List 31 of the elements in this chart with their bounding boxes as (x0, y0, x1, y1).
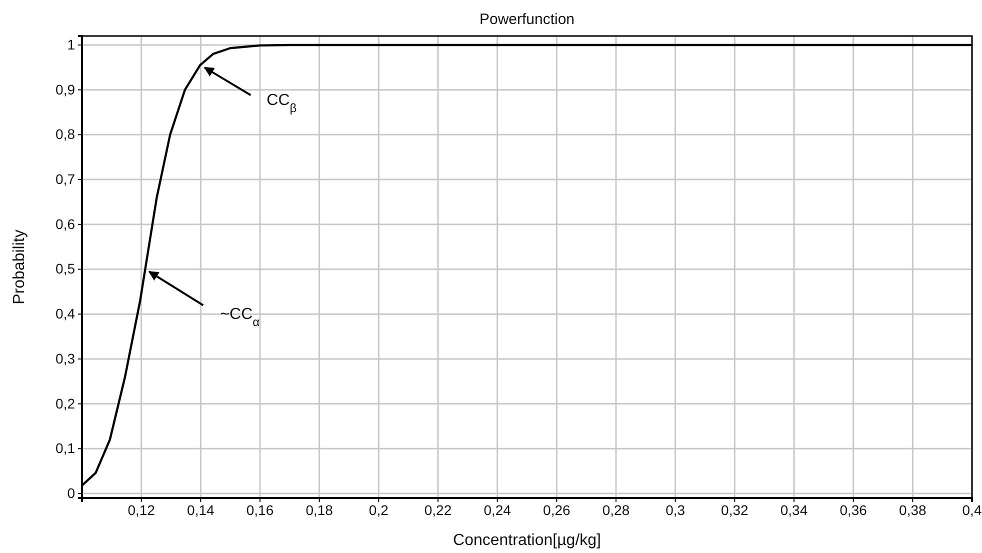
x-tick-label: 0,2 (368, 502, 389, 518)
annotation: ~CC$_{α}$ (220, 306, 260, 330)
x-tick-label: 0,16 (246, 502, 274, 518)
y-tick-label: 0,3 (56, 350, 76, 366)
y-axis-title: Probability (11, 230, 28, 304)
x-tick-label: 0,14 (187, 502, 215, 518)
x-tick-label: 0,26 (543, 502, 571, 518)
y-tick-label: 1 (67, 36, 76, 52)
x-tick-label: 0,36 (840, 502, 868, 518)
x-tick-label: 0,24 (484, 502, 512, 518)
x-tick-label: 0,28 (602, 502, 630, 518)
x-tick-label: 0,38 (899, 502, 927, 518)
y-tick-label: 0,8 (56, 126, 76, 142)
y-tick-label: 0,4 (56, 306, 76, 322)
x-tick-label: 0,22 (424, 502, 452, 518)
x-tick-label: 0,4 (962, 502, 982, 518)
y-tick-label: 0,1 (56, 440, 76, 456)
y-tick-label: 0,5 (56, 260, 76, 277)
y-tick-label: 0,2 (56, 395, 76, 412)
x-tick-label: 0,34 (780, 502, 808, 518)
x-tick-label: 0,3 (666, 502, 686, 518)
annotation: CC$_{β}$ (266, 92, 297, 116)
y-tick-label: 0,6 (56, 216, 76, 232)
y-tick-label: 0 (67, 484, 76, 501)
x-tick-label: 0,32 (721, 502, 749, 518)
x-tick-label: 0,12 (128, 502, 156, 518)
x-tick-label: 0,18 (306, 502, 334, 518)
x-axis-title: Concentration[µg/kg] (453, 532, 601, 549)
chart-title: Powerfunction (479, 11, 575, 28)
y-tick-label: 0,9 (56, 81, 76, 98)
y-tick-label: 0,7 (56, 171, 76, 188)
